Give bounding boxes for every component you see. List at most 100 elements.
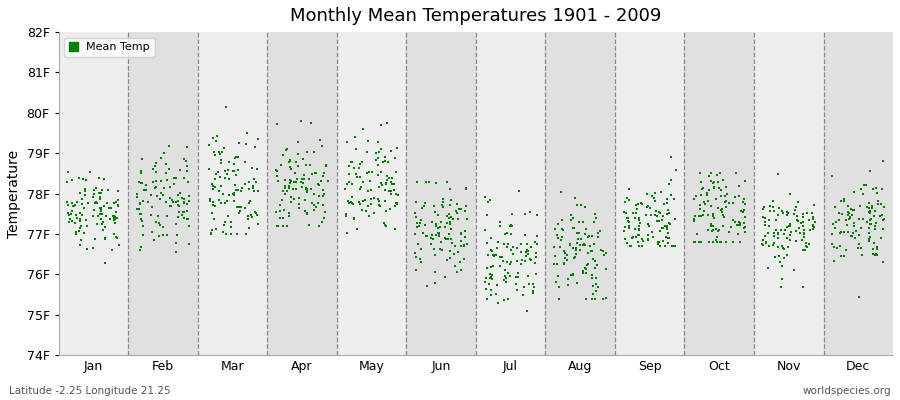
Point (428, 269, 443, 275)
Point (860, 182, 874, 188)
Point (570, 230, 584, 236)
Point (504, 230, 518, 237)
Point (60, 210, 75, 216)
Point (289, 159, 303, 165)
Point (317, 170, 331, 176)
Point (569, 251, 583, 258)
Point (277, 207, 292, 213)
Point (248, 179, 263, 186)
Point (518, 211, 533, 218)
Point (524, 256, 538, 263)
Point (773, 259, 788, 266)
Point (353, 160, 367, 167)
Point (837, 253, 851, 259)
Point (431, 229, 446, 236)
Point (300, 188, 314, 195)
Point (72, 175, 86, 181)
Point (164, 203, 178, 210)
Point (567, 255, 581, 262)
Point (579, 296, 593, 302)
Point (556, 261, 571, 267)
Point (306, 201, 320, 208)
Point (557, 250, 572, 256)
Point (374, 182, 389, 188)
Point (846, 207, 860, 213)
Point (717, 193, 732, 199)
Point (617, 227, 632, 234)
Point (758, 215, 772, 221)
Point (72, 225, 86, 231)
Point (215, 148, 230, 155)
Point (341, 200, 356, 206)
Point (89, 199, 104, 206)
Point (841, 212, 855, 218)
Point (153, 190, 167, 196)
Point (214, 156, 229, 163)
Point (239, 130, 254, 137)
Point (555, 225, 570, 232)
Point (524, 244, 538, 250)
Point (107, 231, 122, 237)
Point (851, 294, 866, 300)
Point (599, 266, 614, 272)
Point (284, 178, 299, 185)
Point (269, 209, 284, 215)
Point (577, 242, 591, 248)
Point (212, 148, 226, 155)
Bar (685, 32, 754, 355)
Point (862, 217, 877, 224)
Point (580, 234, 595, 240)
Point (309, 204, 323, 210)
Point (576, 242, 590, 248)
Point (83, 168, 97, 175)
Point (339, 230, 354, 236)
Point (554, 188, 568, 195)
Point (94, 211, 109, 218)
Point (158, 170, 173, 176)
Point (865, 204, 879, 211)
Point (371, 162, 385, 168)
Point (776, 244, 790, 251)
Point (298, 196, 312, 203)
Point (775, 208, 789, 214)
Point (497, 297, 511, 303)
Point (107, 213, 122, 219)
Point (410, 220, 424, 226)
Point (572, 218, 586, 225)
Point (349, 146, 364, 152)
Point (634, 201, 649, 207)
Point (634, 220, 648, 226)
Point (716, 223, 731, 229)
Point (491, 239, 505, 246)
Point (761, 217, 776, 224)
Point (173, 167, 187, 174)
Point (500, 258, 514, 265)
Point (137, 187, 151, 194)
Point (526, 288, 540, 294)
Point (378, 158, 392, 164)
Point (135, 156, 149, 162)
Point (169, 175, 184, 182)
Point (735, 199, 750, 206)
Point (425, 219, 439, 226)
Point (498, 231, 512, 237)
Point (220, 198, 234, 205)
Point (688, 218, 702, 224)
Point (660, 223, 674, 229)
Point (652, 218, 666, 225)
Point (528, 260, 543, 266)
Point (827, 225, 842, 231)
Point (289, 186, 303, 192)
Point (291, 151, 305, 158)
Point (738, 214, 752, 220)
Point (154, 155, 168, 162)
Point (585, 283, 599, 289)
Point (704, 221, 718, 228)
Point (662, 207, 676, 213)
Point (638, 212, 652, 218)
Point (283, 177, 297, 184)
Point (452, 206, 466, 212)
Point (876, 216, 890, 223)
Point (180, 163, 194, 170)
Point (430, 224, 445, 231)
